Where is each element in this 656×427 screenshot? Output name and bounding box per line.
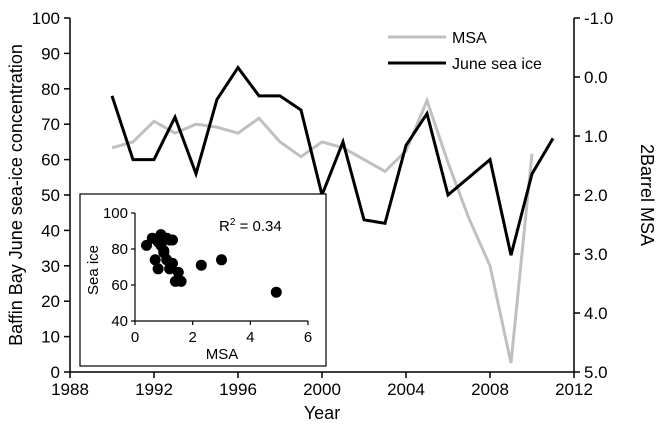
x-tick-label-2004: 2004 [387, 380, 425, 399]
inset-points [141, 229, 282, 298]
y-tick-label-70: 70 [41, 115, 60, 134]
x-tick-label-2012: 2012 [555, 380, 593, 399]
y-right-tick-label-0-0: 0.0 [584, 68, 608, 87]
y-right-tick-label-2-0: 2.0 [584, 186, 608, 205]
inset-x-axis-title: MSA [206, 346, 239, 363]
y-tick-label-10: 10 [41, 328, 60, 347]
x-axis-title: Year [304, 403, 340, 423]
y-right-tick-label-4-0: 4.0 [584, 304, 608, 323]
inset-scatter-point [158, 245, 170, 257]
inset-x-ticks: 0 2 4 6 [131, 321, 312, 346]
series-lines [110, 64, 555, 364]
inset-x-tick-label-4: 4 [246, 329, 254, 346]
inset-y-tick-label-40: 40 [111, 313, 128, 330]
y-tick-label-100: 100 [32, 9, 60, 28]
legend: MSA June sea ice [388, 30, 542, 73]
x-tick-label-1988: 1988 [51, 380, 89, 399]
inset-scatter-point [167, 234, 178, 246]
inset-y-ticks: 40 60 80 100 [103, 205, 135, 330]
inset-frame [79, 193, 327, 367]
inset-scatter-point [149, 254, 161, 266]
y-right-tick-label-3-0: 3.0 [584, 245, 608, 264]
inset-x-tick-label-2: 2 [188, 329, 196, 346]
y-right-tick-label-1-0: 1.0 [584, 127, 608, 146]
y-right-tick-label-1-0: -1.0 [584, 9, 613, 28]
inset-scatter-point [152, 263, 164, 275]
x-ticks: 1988 1992 1996 2000 2004 2008 2012 [51, 372, 593, 399]
inset-scatter-point [172, 266, 184, 278]
y-right-tick-label-5-0: 5.0 [584, 363, 608, 382]
series-line-june-sea-ice [110, 64, 555, 256]
y-tick-label-60: 60 [41, 151, 60, 170]
inset-y-tick-label-80: 80 [111, 241, 128, 258]
y-left-ticks: 0 10 20 30 40 50 60 70 80 90 100 [32, 9, 70, 382]
y-right-axis-title: 2Barrel MSA [637, 144, 656, 246]
inset-y-tick-label-100: 100 [103, 205, 128, 222]
inset-y-tick-label-60: 60 [111, 277, 128, 294]
inset-scatter-point [195, 259, 207, 271]
inset-x-tick-label-6: 6 [304, 329, 312, 346]
inset-y-axis-title: Sea ice [85, 245, 102, 295]
y-tick-label-0: 0 [51, 363, 60, 382]
y-axis-title: Baffin Bay June sea-ice concentration [6, 44, 26, 346]
inset-scatter-point [175, 275, 187, 287]
y-right-ticks: -1.0 0.0 1.0 2.0 3.0 4.0 5.0 [574, 9, 613, 382]
inset-plot: 0 2 4 6 40 60 80 100 R2 = 0.34 MSA Sea ice [79, 193, 327, 367]
series-line-msa [111, 96, 534, 364]
x-tick-label-1992: 1992 [135, 380, 173, 399]
legend-label-june-sea-ice: June sea ice [452, 56, 542, 73]
legend-label-msa: MSA [452, 30, 487, 47]
x-tick-label-1996: 1996 [219, 380, 257, 399]
y-tick-label-90: 90 [41, 44, 60, 63]
y-tick-label-30: 30 [41, 257, 60, 276]
main-plot: 1988 1992 1996 2000 2004 2008 2012 01020304050… [6, 9, 656, 423]
y-tick-label-50: 50 [41, 186, 60, 205]
inset-annotation: R2 = 0.34 [219, 217, 282, 235]
y-tick-label-40: 40 [41, 221, 60, 240]
x-tick-label-2008: 2008 [471, 380, 509, 399]
y-tick-label-80: 80 [41, 80, 60, 99]
y-tick-label-20: 20 [41, 292, 60, 311]
inset-scatter-point [216, 254, 227, 266]
inset-scatter-point [270, 286, 282, 298]
x-tick-label-2000: 2000 [303, 380, 341, 399]
inset-x-tick-label-0: 0 [131, 329, 139, 346]
inset-scatter-point [167, 257, 178, 269]
